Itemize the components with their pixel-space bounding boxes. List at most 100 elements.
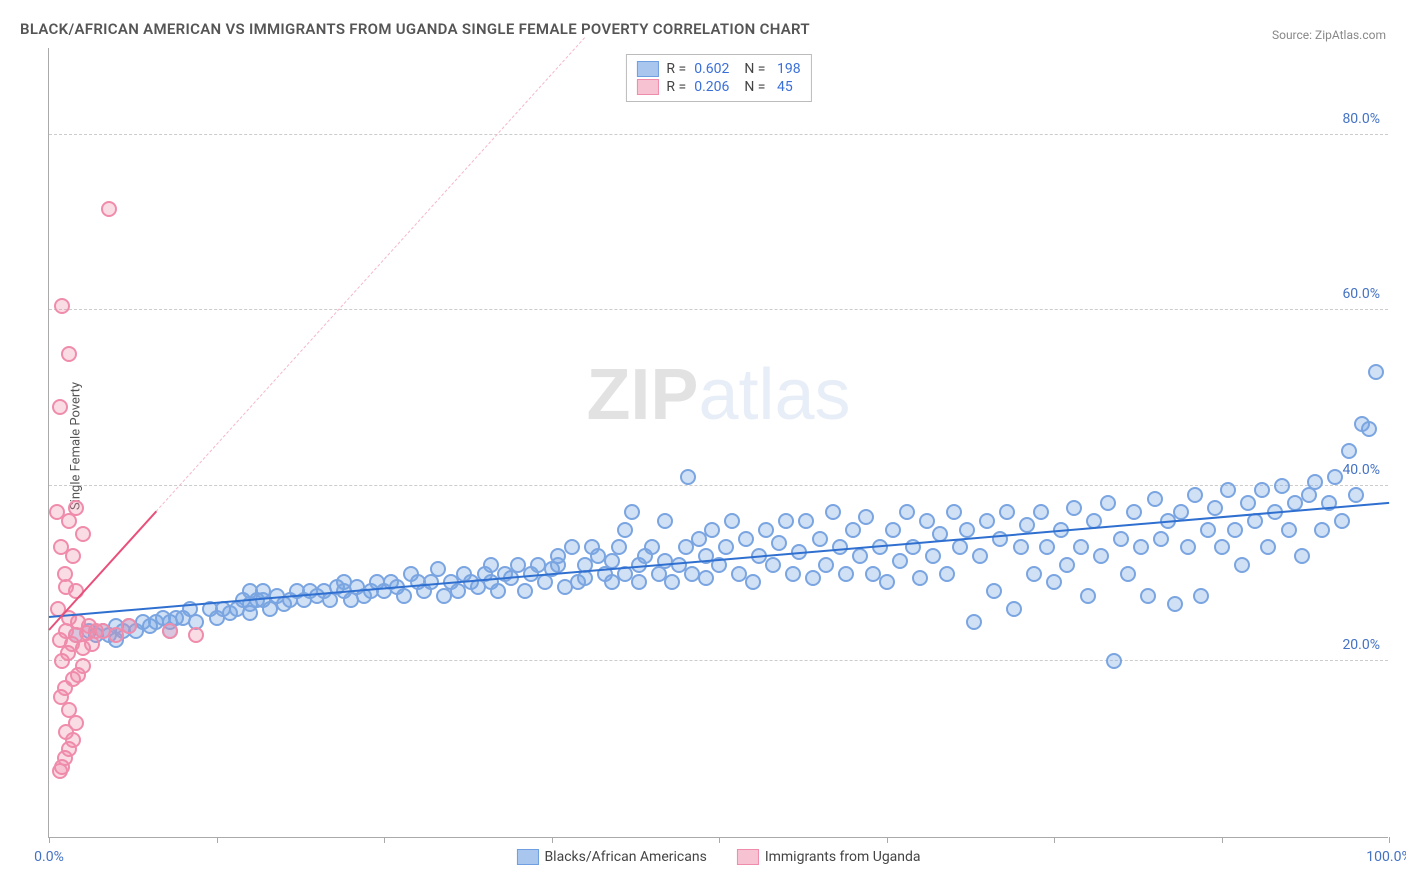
data-point [1066,500,1082,516]
x-tick-label: 0.0% [34,849,64,865]
data-point [1341,443,1357,459]
data-point [1220,482,1236,498]
data-point [892,553,908,569]
data-point [838,566,854,582]
x-tick-label: 100.0% [1366,849,1406,865]
data-point [805,570,821,586]
legend-swatch [636,79,658,95]
data-point [758,522,774,538]
data-point [1147,491,1163,507]
x-tick [1222,837,1223,843]
legend-r-value: 0.206 [694,79,729,95]
data-point [718,539,734,555]
y-tick-label: 40.0% [1342,462,1380,478]
data-point [644,539,660,555]
data-point [1200,522,1216,538]
data-point [101,201,117,217]
data-point [1348,487,1364,503]
data-point [1294,548,1310,564]
legend-r-label: R = [666,79,686,95]
data-point [798,513,814,529]
data-point [1093,548,1109,564]
x-tick [719,837,720,843]
data-point [1254,482,1270,498]
legend-n-value: 198 [773,61,800,77]
legend-item: Immigrants from Uganda [737,849,921,865]
data-point [1227,522,1243,538]
data-point [771,535,787,551]
y-tick-label: 60.0% [1342,286,1380,302]
data-point [1120,566,1136,582]
data-point [631,574,647,590]
data-point [604,553,620,569]
y-tick-label: 20.0% [1342,637,1380,653]
data-point [972,548,988,564]
data-point [564,539,580,555]
data-point [1019,517,1035,533]
legend-row: R = 0.206 N = 45 [636,79,800,95]
data-point [1193,588,1209,604]
data-point [75,526,91,542]
data-point [680,469,696,485]
x-tick [384,837,385,843]
data-point [624,504,640,520]
data-point [617,522,633,538]
chart-title: BLACK/AFRICAN AMERICAN VS IMMIGRANTS FRO… [20,20,810,38]
data-point [1214,539,1230,555]
x-tick [1054,837,1055,843]
data-point [1281,522,1297,538]
correlation-legend: R = 0.602 N = 198R = 0.206 N = 45 [625,54,811,102]
data-point [1334,513,1350,529]
legend-r-label: R = [666,61,686,77]
data-point [698,570,714,586]
data-point [885,522,901,538]
data-point [966,614,982,630]
data-point [812,531,828,547]
data-point [121,618,137,634]
legend-row: R = 0.602 N = 198 [636,61,800,77]
data-point [490,583,506,599]
data-point [61,346,77,362]
data-point [704,522,720,538]
data-point [1240,495,1256,511]
data-point [1274,478,1290,494]
data-point [1153,531,1169,547]
data-point [785,566,801,582]
data-point [925,548,941,564]
source-attribution: Source: ZipAtlas.com [1272,28,1386,42]
legend-n-value: 45 [773,79,792,95]
trend-line [156,37,586,512]
data-point [1368,364,1384,380]
data-point [657,513,673,529]
trend-line [49,501,1389,617]
data-point [1126,504,1142,520]
data-point [1361,421,1377,437]
x-tick [1389,837,1390,843]
data-point [1073,539,1089,555]
data-point [396,588,412,604]
gridline [49,309,1388,310]
data-point [919,513,935,529]
data-point [724,513,740,529]
gridline [49,660,1388,661]
y-tick-label: 80.0% [1342,111,1380,127]
data-point [825,504,841,520]
data-point [952,539,968,555]
watermark: ZIPatlas [586,354,850,436]
data-point [1113,531,1129,547]
data-point [1080,588,1096,604]
legend-n-label: N = [737,61,765,77]
series-legend: Blacks/African AmericansImmigrants from … [516,849,920,865]
data-point [946,504,962,520]
data-point [52,763,68,779]
data-point [53,539,69,555]
data-point [430,561,446,577]
data-point [517,583,533,599]
data-point [1039,539,1055,555]
data-point [1307,474,1323,490]
data-point [979,513,995,529]
x-tick [49,837,50,843]
data-point [765,557,781,573]
data-point [858,509,874,525]
data-point [986,583,1002,599]
